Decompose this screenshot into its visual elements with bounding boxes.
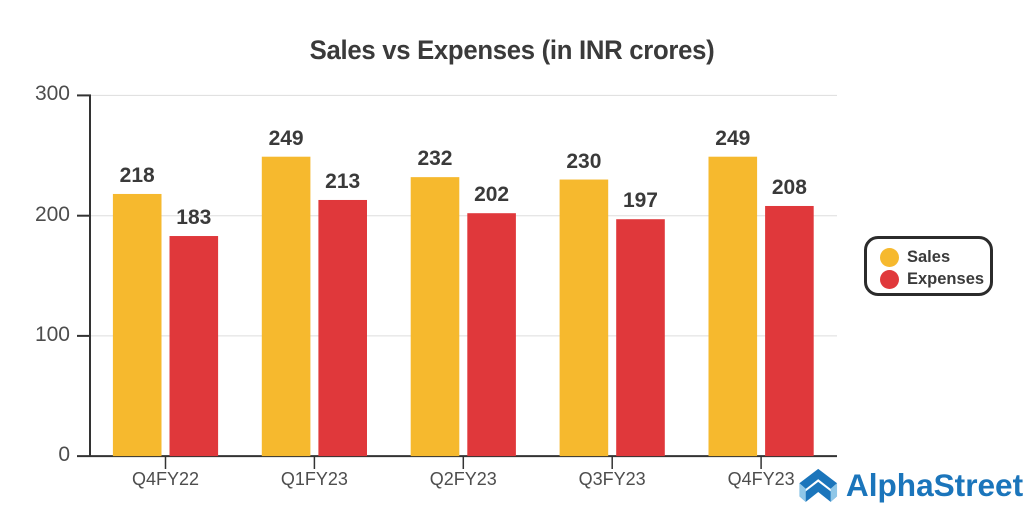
svg-text:AlphaStreet: AlphaStreet	[846, 467, 1024, 503]
